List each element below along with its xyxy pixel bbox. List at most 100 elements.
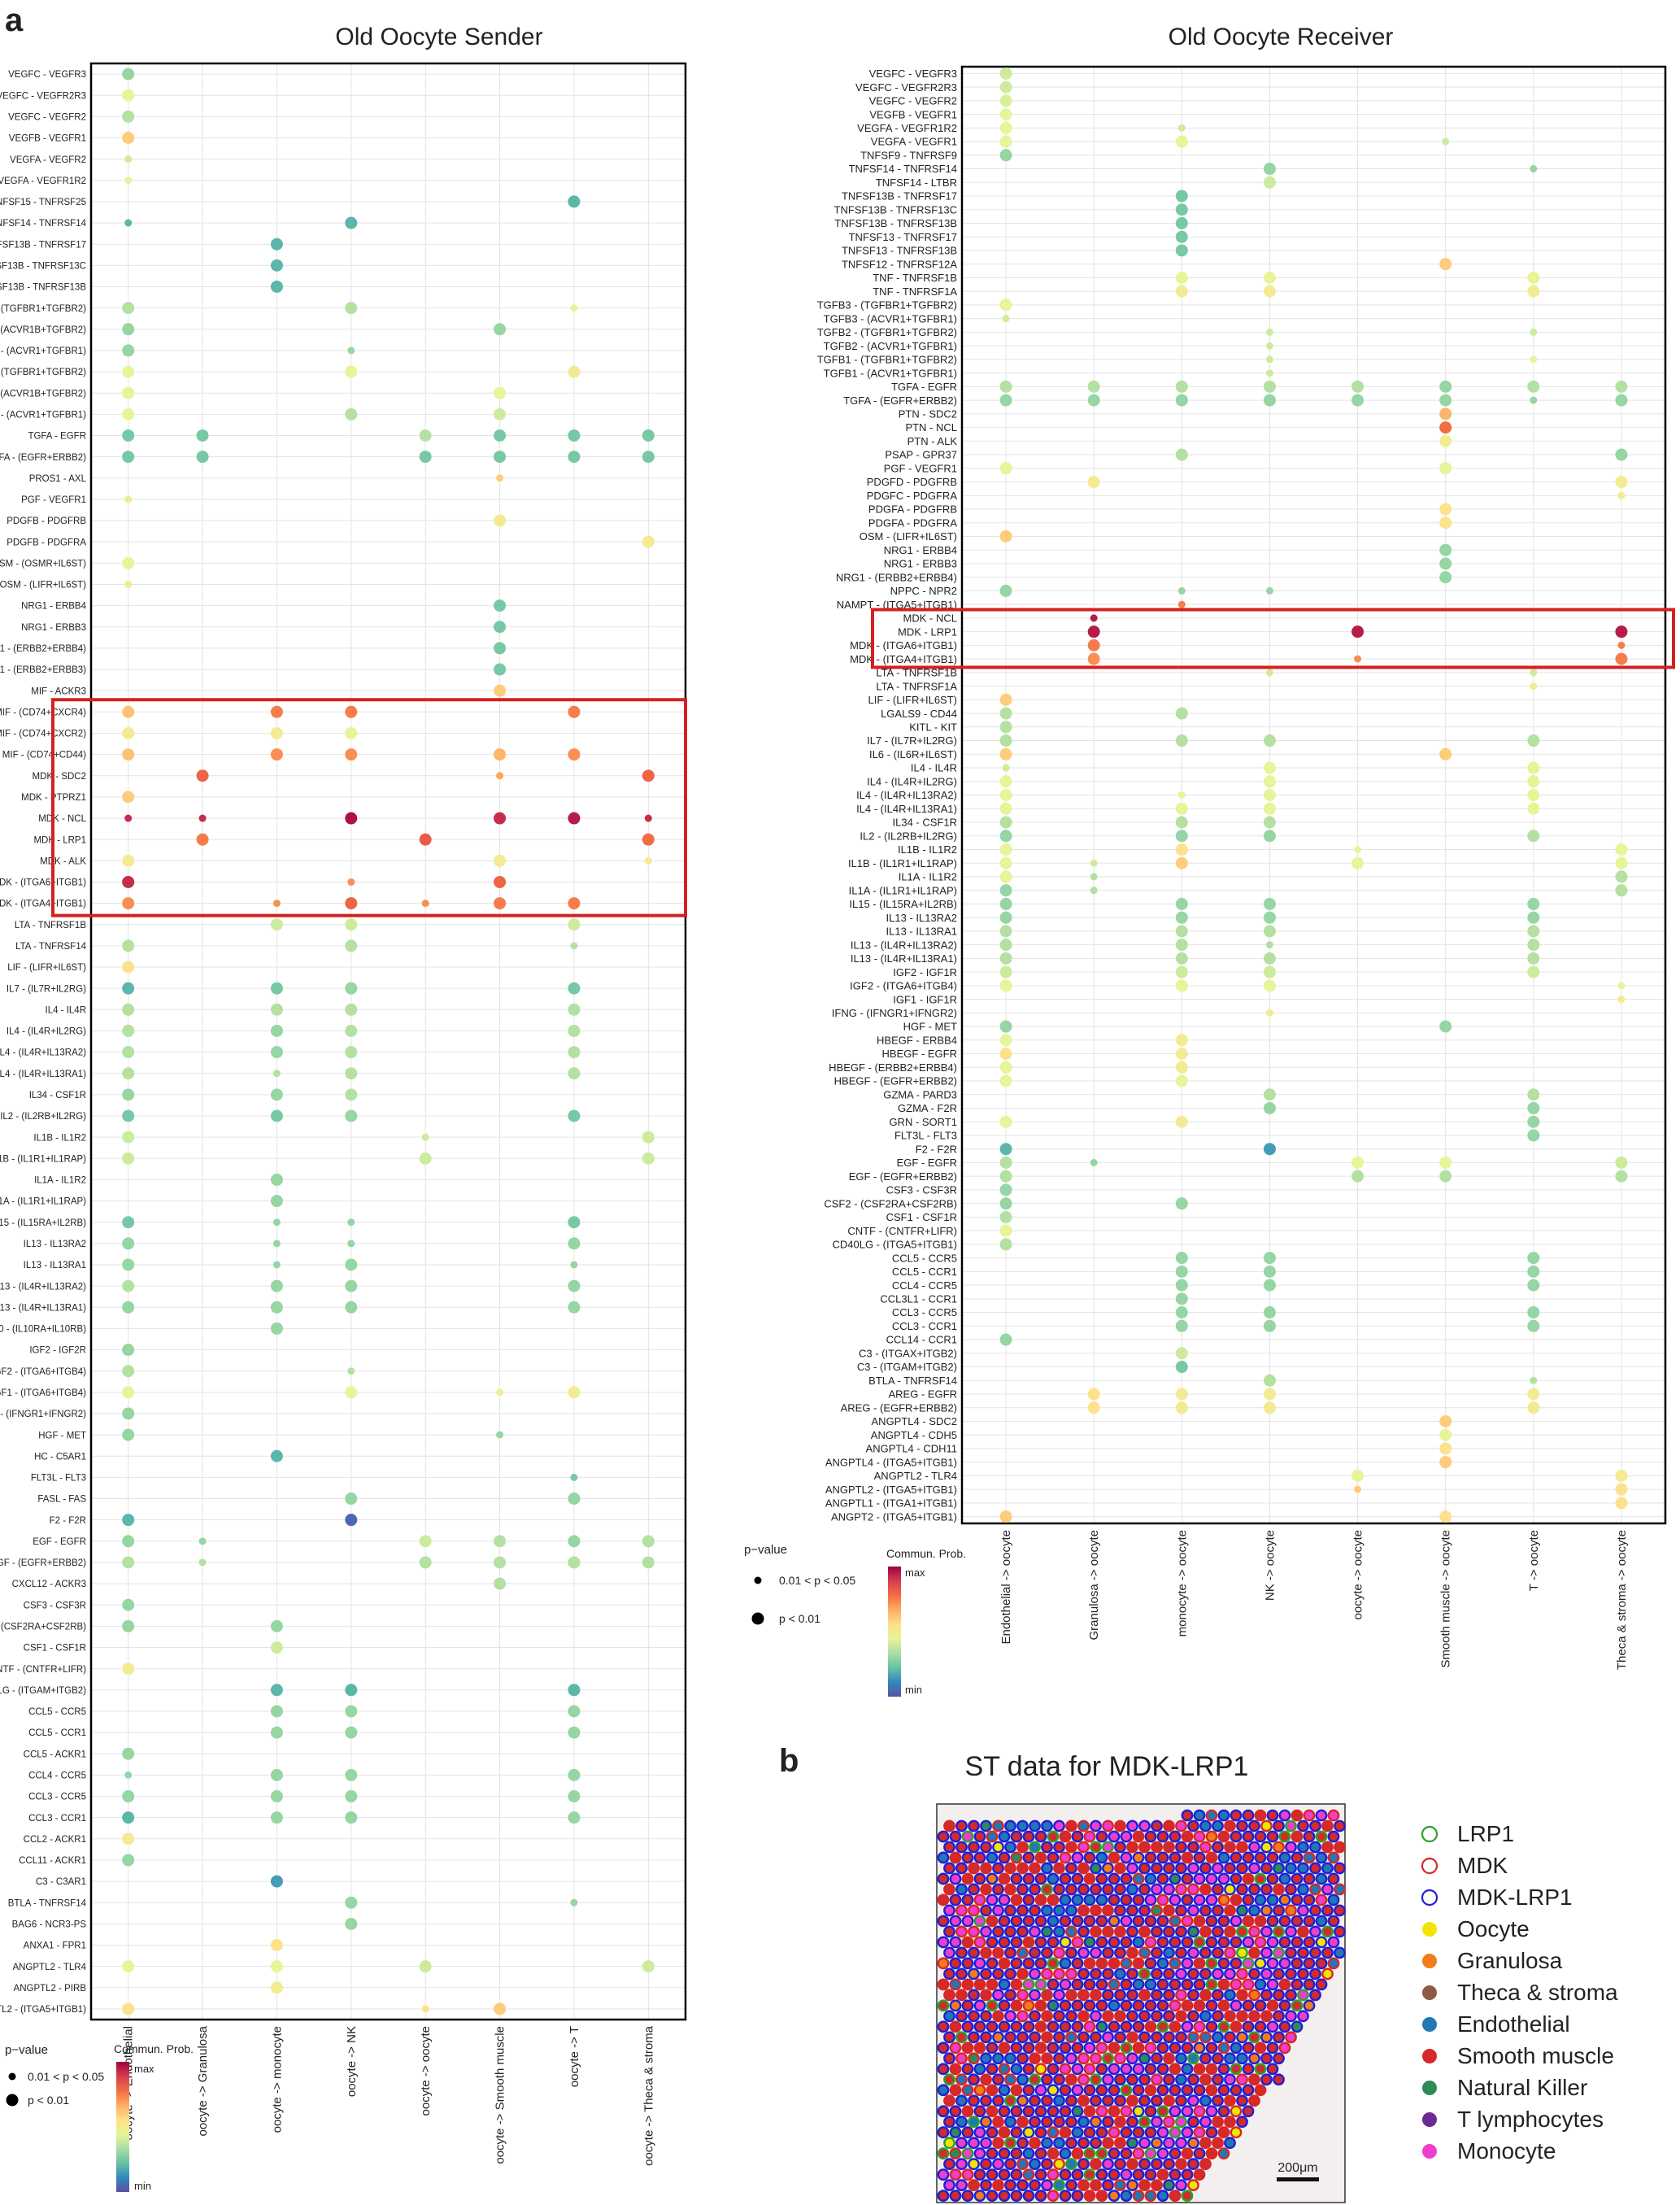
interaction-dot [122, 1960, 135, 1973]
interaction-dot [122, 982, 135, 995]
category-label: monocyte -> oocyte [1175, 1530, 1189, 1636]
st-spot [1047, 1978, 1060, 1991]
st-spot [1156, 2147, 1169, 2160]
interaction-dot [642, 1152, 655, 1165]
interaction-dot [999, 1034, 1012, 1047]
pair-label: TNFSF13 - TNFRSF17 [849, 231, 957, 243]
st-spot [1169, 2147, 1182, 2160]
interaction-dot [122, 791, 135, 804]
st-spot [1163, 1968, 1175, 1981]
st-spot [1230, 1978, 1243, 1991]
interaction-dot [196, 451, 209, 464]
st-spot [1236, 1989, 1248, 2002]
st-spot [1090, 1925, 1102, 1938]
st-spot [1169, 2063, 1182, 2076]
interaction-dot [122, 1003, 135, 1016]
st-spot [1321, 1883, 1334, 1896]
pair-label: IL13 - IL13RA1 [24, 1261, 86, 1270]
receiver-grid [962, 67, 1665, 1523]
st-spot [1187, 1883, 1199, 1896]
interaction-dot [1530, 328, 1538, 336]
st-spot [1327, 1957, 1340, 1970]
pair-label: LTA - TNFRSF1A [876, 680, 957, 692]
st-spot [986, 1915, 999, 1928]
st-spot [1010, 2020, 1023, 2033]
receiver-colorbar-legend: Commun. Prob. max min [886, 1547, 966, 1697]
interaction-dot [999, 693, 1012, 706]
st-spot [1248, 2010, 1260, 2023]
interaction-dot [345, 302, 358, 315]
interaction-dot [270, 1195, 283, 1208]
st-spot [986, 1851, 999, 1864]
st-spot [1151, 1883, 1163, 1896]
st-spot [1169, 2042, 1182, 2055]
st-spot [937, 1893, 950, 1906]
st-spot [1016, 1925, 1029, 1938]
st-spot [961, 1915, 974, 1928]
st-spot [1114, 2137, 1126, 2150]
st-spot [1187, 1862, 1199, 1875]
st-spot [949, 1936, 962, 1949]
st-spot [1217, 1872, 1230, 1885]
st-spot [1212, 2031, 1224, 2044]
st-spot [1236, 2031, 1248, 2044]
st-spot [1217, 2084, 1230, 2097]
st-spot [1034, 1978, 1047, 1991]
interaction-dot [1527, 965, 1540, 978]
st-spot [1120, 1999, 1133, 2012]
pair-label: IGF2 - IGF1R [893, 966, 957, 978]
interaction-dot [999, 529, 1012, 543]
st-spot [1126, 1925, 1138, 1938]
st-spot [1126, 2179, 1138, 2192]
interaction-dot [1263, 176, 1276, 189]
interaction-dot [1615, 380, 1628, 393]
st-spot [1230, 1957, 1243, 1970]
st-spot [937, 1872, 950, 1885]
pair-label: MDK - (ITGA4+ITGB1) [0, 900, 86, 909]
interaction-dot [1527, 285, 1540, 298]
st-spot [1132, 2063, 1145, 2076]
interaction-dot [1087, 380, 1100, 393]
interaction-dot [1175, 1074, 1188, 1087]
st-spot [1083, 2042, 1096, 2055]
legend-ring-2 [1421, 1889, 1438, 1906]
st-spot [1053, 2094, 1065, 2107]
interaction-dot [568, 705, 581, 718]
st-spot [1144, 2190, 1157, 2203]
st-spot [1187, 1946, 1199, 1959]
st-spot [1095, 2126, 1108, 2139]
interaction-dot [122, 1131, 135, 1144]
interaction-dot [1175, 952, 1188, 965]
st-spot [986, 1830, 999, 1843]
interaction-dot [568, 1705, 581, 1718]
interaction-dot [270, 1088, 283, 1101]
st-spot [955, 2052, 968, 2065]
st-spot [1144, 2168, 1157, 2181]
st-spot [1193, 1936, 1206, 1949]
st-spot [1029, 2073, 1041, 2086]
interaction-dot [124, 814, 133, 822]
st-spot [1303, 1999, 1316, 2012]
st-spot [1053, 2031, 1065, 2044]
st-spot [1242, 1851, 1255, 1864]
st-spot [1230, 1872, 1243, 1885]
receiver-chart-title: Old Oocyte Receiver [1169, 24, 1394, 50]
pair-label: CCL4 - CCR5 [28, 1771, 86, 1781]
st-spot [1034, 1872, 1047, 1885]
interaction-dot [345, 726, 358, 739]
st-spot [1175, 1925, 1187, 1938]
pair-label: LIF - (LIFR+IL6ST) [868, 694, 957, 706]
st-spot [937, 2168, 950, 2181]
st-spot [1156, 1957, 1169, 1970]
receiver-colorbar-title: Commun. Prob. [886, 1547, 966, 1560]
interaction-dot [1439, 1414, 1452, 1427]
st-spot [1034, 1915, 1047, 1928]
st-spot [1138, 2010, 1151, 2023]
st-spot [1175, 2116, 1187, 2129]
interaction-dot [1530, 165, 1538, 173]
interaction-dot [1439, 543, 1452, 556]
st-spot [1126, 1968, 1138, 1981]
pair-label: VEGFC - VEGFR2R3 [855, 81, 957, 94]
st-spot [1193, 1999, 1206, 2012]
pair-label: CNTF - (CNTFR+LIFR) [847, 1225, 957, 1237]
